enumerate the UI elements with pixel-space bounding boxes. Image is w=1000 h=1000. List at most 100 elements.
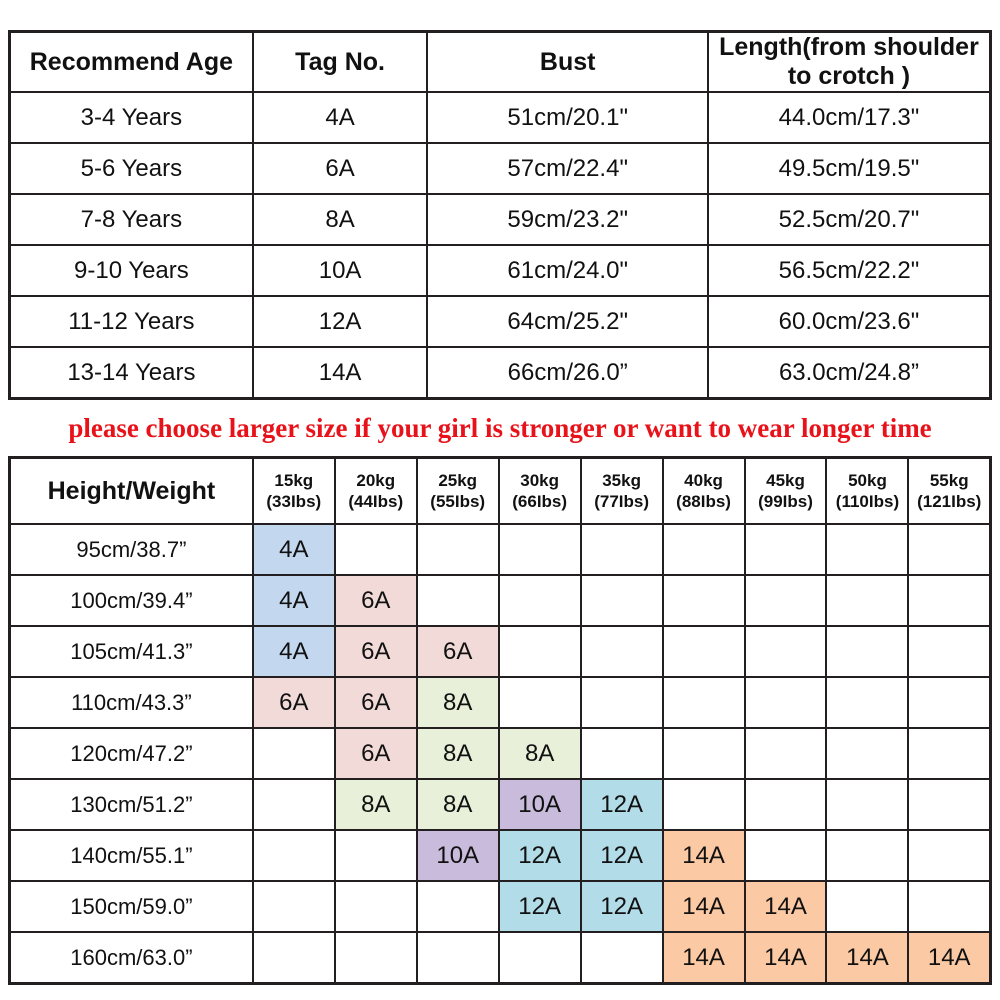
size-table-body: 3-4 Years 4A 51cm/20.1" 44.0cm/17.3" 5-6 Yea…: [8, 91, 992, 400]
matrix-tag-cell: 14A: [661, 880, 746, 933]
matrix-row: 140cm/55.1” 10A 12A 12A 14A: [8, 829, 992, 882]
matrix-weight-header: 25kg (55Ibs): [415, 456, 500, 525]
size-table-row: 11-12 Years 12A 64cm/25.2" 60.0cm/23.6": [8, 295, 992, 348]
matrix-weight-header: 55kg (121Ibs): [907, 456, 992, 525]
weight-kg-label: 45kg: [766, 470, 805, 490]
size-table-cell: 6A: [251, 142, 429, 195]
matrix-empty-cell: [907, 625, 992, 678]
size-table-cell: 11-12 Years: [8, 295, 254, 348]
matrix-empty-cell: [825, 625, 910, 678]
size-table-cell: 60.0cm/23.6": [706, 295, 992, 348]
matrix-weight-header: 15kg (33Ibs): [251, 456, 336, 525]
matrix-tag-cell: 6A: [333, 574, 418, 627]
matrix-tag-cell: 4A: [251, 523, 336, 576]
matrix-tag-cell: 12A: [497, 880, 582, 933]
matrix-tag-cell: 14A: [743, 931, 828, 985]
weight-kg-label: 20kg: [356, 470, 396, 490]
matrix-height-label: 100cm/39.4”: [8, 574, 254, 627]
matrix-tag-cell: 12A: [497, 829, 582, 882]
matrix-empty-cell: [661, 778, 746, 831]
matrix-empty-cell: [415, 931, 500, 985]
size-table-cell: 8A: [251, 193, 429, 246]
matrix-tag-cell: 14A: [825, 931, 910, 985]
matrix-empty-cell: [333, 880, 418, 933]
size-table-cell: 57cm/22.4": [426, 142, 709, 195]
matrix-empty-cell: [661, 727, 746, 780]
matrix-empty-cell: [743, 829, 828, 882]
matrix-height-label: 95cm/38.7”: [8, 523, 254, 576]
matrix-row: 110cm/43.3” 6A 6A 8A: [8, 676, 992, 729]
notice-text: please choose larger size if your girl i…: [68, 412, 932, 443]
height-weight-matrix-table: Height/Weight 15kg (33Ibs) 20kg (44Ibs) 25kg (…: [8, 456, 992, 985]
matrix-empty-cell: [743, 574, 828, 627]
matrix-row: 150cm/59.0” 12A 12A 14A 14A: [8, 880, 992, 933]
size-table-cell: 7-8 Years: [8, 193, 254, 246]
matrix-header-row: Height/Weight 15kg (33Ibs) 20kg (44Ibs) 25kg (…: [8, 456, 992, 525]
matrix-tag-cell: 6A: [333, 676, 418, 729]
matrix-row: 95cm/38.7” 4A: [8, 523, 992, 576]
size-table-cell: 64cm/25.2": [426, 295, 709, 348]
weight-lbs-label: (44Ibs): [348, 492, 404, 511]
matrix-weight-header: 35kg (77Ibs): [579, 456, 664, 525]
matrix-empty-cell: [907, 574, 992, 627]
size-table-cell: 13-14 Years: [8, 346, 254, 400]
matrix-empty-cell: [825, 727, 910, 780]
matrix-empty-cell: [251, 778, 336, 831]
matrix-empty-cell: [579, 931, 664, 985]
matrix-weight-header: 40kg (88Ibs): [661, 456, 746, 525]
size-table: Recommend Age Tag No. Bust Length(from shou…: [8, 30, 992, 400]
weight-lbs-label: (88Ibs): [676, 492, 731, 511]
matrix-empty-cell: [661, 523, 746, 576]
matrix-empty-cell: [251, 880, 336, 933]
size-table-cell: 51cm/20.1": [426, 91, 709, 144]
size-table-cell: 44.0cm/17.3": [706, 91, 992, 144]
matrix-body: 95cm/38.7” 4A 100cm/39.4” 4A 6A 105cm/41.3” 4A…: [8, 523, 992, 985]
matrix-empty-cell: [825, 574, 910, 627]
matrix-weight-header: 20kg (44Ibs): [333, 456, 418, 525]
size-table-header: Recommend Age: [8, 30, 254, 93]
matrix-tag-cell: 6A: [333, 727, 418, 780]
matrix-empty-cell: [661, 625, 746, 678]
matrix-empty-cell: [579, 574, 664, 627]
matrix-height-label: 140cm/55.1”: [8, 829, 254, 882]
matrix-empty-cell: [579, 676, 664, 729]
matrix-tag-cell: 12A: [579, 880, 664, 933]
matrix-corner-header: Height/Weight: [8, 456, 254, 525]
matrix-empty-cell: [415, 523, 500, 576]
size-table-cell: 52.5cm/20.7": [706, 193, 992, 246]
matrix-empty-cell: [497, 676, 582, 729]
matrix-height-label: 110cm/43.3”: [8, 676, 254, 729]
matrix-tag-cell: 8A: [415, 727, 500, 780]
matrix-empty-cell: [415, 574, 500, 627]
matrix-empty-cell: [825, 829, 910, 882]
matrix-weight-header: 45kg (99Ibs): [743, 456, 828, 525]
matrix-empty-cell: [497, 574, 582, 627]
matrix-empty-cell: [743, 727, 828, 780]
matrix-row: 130cm/51.2” 8A 8A 10A 12A: [8, 778, 992, 831]
weight-kg-label: 40kg: [684, 470, 723, 490]
size-table-row: 13-14 Years 14A 66cm/26.0” 63.0cm/24.8”: [8, 346, 992, 400]
matrix-tag-cell: 8A: [333, 778, 418, 831]
matrix-empty-cell: [497, 523, 582, 576]
weight-kg-label: 55kg: [929, 470, 969, 490]
size-table-cell: 49.5cm/19.5": [706, 142, 992, 195]
matrix-height-label: 160cm/63.0”: [8, 931, 254, 985]
size-table-cell: 10A: [251, 244, 429, 297]
matrix-tag-cell: 4A: [251, 625, 336, 678]
size-table-cell: 63.0cm/24.8”: [706, 346, 992, 400]
weight-lbs-label: (110Ibs): [835, 492, 900, 511]
size-table-row: 5-6 Years 6A 57cm/22.4" 49.5cm/19.5": [8, 142, 992, 195]
matrix-empty-cell: [825, 778, 910, 831]
matrix-empty-cell: [251, 829, 336, 882]
matrix-empty-cell: [251, 931, 336, 985]
size-table-cell: 3-4 Years: [8, 91, 254, 144]
matrix-empty-cell: [415, 880, 500, 933]
size-table-row: 9-10 Years 10A 61cm/24.0" 56.5cm/22.2": [8, 244, 992, 297]
matrix-empty-cell: [743, 676, 828, 729]
size-table-cell: 61cm/24.0": [426, 244, 709, 297]
matrix-empty-cell: [333, 931, 418, 985]
matrix-tag-cell: 6A: [333, 625, 418, 678]
matrix-tag-cell: 14A: [661, 829, 746, 882]
matrix-empty-cell: [251, 727, 336, 780]
size-table-row: 7-8 Years 8A 59cm/23.2" 52.5cm/20.7": [8, 193, 992, 246]
